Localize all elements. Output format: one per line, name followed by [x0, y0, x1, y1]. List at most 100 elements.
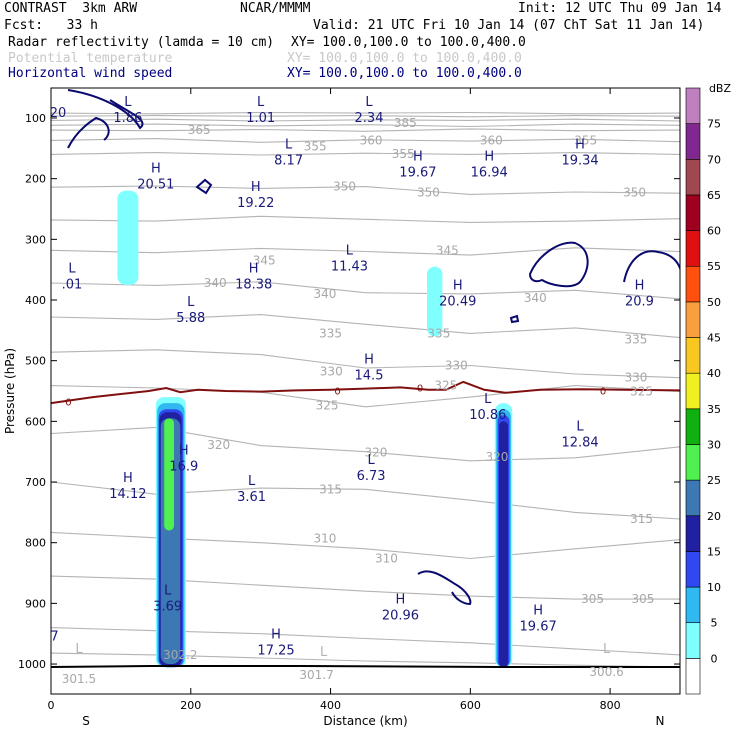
theta-label: 350 — [623, 186, 646, 200]
theta-label: 335 — [625, 332, 648, 346]
wind-extremum-value: 20.96 — [382, 608, 419, 623]
wind-extremum-marker: L — [164, 583, 172, 598]
y-tick-label: 500 — [25, 355, 46, 368]
theta-label: 350 — [417, 186, 440, 200]
wind-extremum-marker: L — [484, 392, 492, 407]
theta-contour-5 — [51, 138, 680, 143]
colorbar-swatch — [685, 551, 701, 588]
colorbar-swatch — [685, 444, 701, 481]
theta-label: 335 — [427, 326, 450, 340]
colorbar-level-label: 0 — [711, 652, 718, 665]
plot-frame — [50, 87, 681, 695]
x-axis-label: Distance (km) — [323, 714, 407, 728]
wind-extremum-marker: L — [285, 137, 293, 152]
wind-extremum-marker: H — [364, 353, 374, 368]
x-tick-label: 800 — [600, 699, 621, 712]
theta-label: 301.7 — [299, 668, 333, 682]
init-time: Init: 12 UTC Thu 09 Jan 14 — [518, 1, 722, 16]
theta-label: 320 — [485, 450, 508, 464]
wind-extremum-marker: H — [151, 162, 161, 177]
theta-contour-13 — [51, 385, 680, 408]
y-tick-label: 600 — [25, 415, 46, 428]
colorbar-level-label: 70 — [707, 153, 721, 166]
ground-line — [51, 665, 680, 668]
field-theta: Potential temperature — [8, 51, 173, 66]
colorbar-level-label: 15 — [707, 545, 721, 558]
colorbar-level-label: 40 — [707, 367, 721, 380]
theta-label: 345 — [436, 243, 459, 257]
wind-contour-1 — [67, 116, 110, 149]
wind-extremum-marker: H — [413, 149, 423, 164]
theta-label: 315 — [319, 482, 342, 496]
colorbar-level-label: 10 — [707, 581, 721, 594]
freezing-label: 0 — [417, 383, 423, 394]
valid-time: Valid: 21 UTC Fri 10 Jan 14 (07 ChT Sat … — [313, 18, 705, 33]
theta-contour-3 — [51, 123, 680, 128]
x-tick-label: 200 — [180, 699, 201, 712]
wind-extremum-marker: H — [453, 279, 463, 294]
theta-label: 330 — [445, 359, 468, 373]
theta-label: 325 — [434, 379, 457, 393]
theta-contour-2 — [51, 118, 680, 122]
model-title: CONTRAST 3km ARW — [4, 1, 138, 16]
wind-extremum-value: 20.51 — [137, 178, 174, 193]
wind-extremum-marker: H — [575, 137, 585, 152]
colorbar-swatch — [685, 158, 701, 196]
wind-contour-6 — [417, 570, 472, 606]
theta-contour-19 — [51, 652, 680, 668]
theta-label: 350 — [333, 180, 356, 194]
theta-contour-10 — [51, 281, 680, 300]
colorbar-swatch — [685, 479, 701, 517]
wind-extremum-marker: H — [249, 262, 259, 277]
wind-contour-4 — [623, 250, 680, 283]
theta-contour-12 — [51, 349, 680, 379]
wind-extremum-value: 3.61 — [237, 490, 266, 505]
wind-extremum-marker: H — [123, 471, 133, 486]
wind-contour-0 — [67, 89, 144, 130]
wind-extremum-value: 14.12 — [109, 487, 146, 502]
wind-extremum-value: 2.34 — [355, 111, 384, 126]
colorbar-swatch — [685, 515, 701, 552]
wind-contour-5 — [509, 314, 520, 324]
theta-label: 360 — [480, 133, 503, 147]
wind-extremum-marker: H — [271, 628, 281, 643]
y-tick-label: 200 — [25, 173, 46, 186]
theta-contour-18 — [51, 627, 680, 656]
colorbar-swatch — [685, 658, 701, 695]
colorbar-swatch — [685, 622, 701, 659]
wind-extremum-value: 18.38 — [235, 278, 272, 293]
y-tick-label: 300 — [25, 233, 46, 246]
wind-extremum-value: 11.43 — [331, 260, 368, 275]
wind-extremum-marker: L — [367, 453, 375, 468]
colorbar-swatch — [685, 230, 701, 267]
theta-label: 335 — [319, 326, 342, 340]
north-label: N — [656, 714, 665, 728]
field-reflectivity-xy: XY= 100.0,100.0 to 100.0,400.0 — [291, 35, 526, 50]
freezing-label: 0 — [334, 386, 340, 397]
theta-label: 325 — [630, 385, 653, 399]
theta-contour-17 — [51, 575, 680, 600]
theta-label: 355 — [304, 140, 327, 154]
theta-label: 385 — [394, 116, 417, 130]
y-tick-label: 800 — [25, 537, 46, 550]
colorbar-swatch — [685, 408, 701, 445]
wind-extremum-value: 17.25 — [257, 644, 294, 659]
x-tick-label: 400 — [320, 699, 341, 712]
colorbar-level-label: 5 — [711, 617, 718, 630]
colorbar-level-label: 60 — [707, 225, 721, 238]
x-tick-label: 600 — [460, 699, 481, 712]
theta-contour-8 — [51, 215, 680, 223]
wind-contour-2 — [195, 178, 213, 195]
wind-extremum-marker: H — [251, 180, 261, 195]
theta-label: 305 — [581, 592, 604, 606]
theta-label: 340 — [204, 276, 227, 290]
forecast-hour: Fcst: 33 h — [4, 18, 98, 33]
colorbar-swatch — [685, 87, 701, 124]
colorbar-level-label: 75 — [707, 118, 721, 131]
wind-extremum-marker: L — [257, 95, 265, 110]
colorbar-level-label: 50 — [707, 296, 721, 309]
theta-extremum-marker: L — [603, 642, 611, 657]
colorbar-level-label: 65 — [707, 189, 721, 202]
theta-label: 330 — [320, 365, 343, 379]
theta-label: 360 — [360, 133, 383, 147]
